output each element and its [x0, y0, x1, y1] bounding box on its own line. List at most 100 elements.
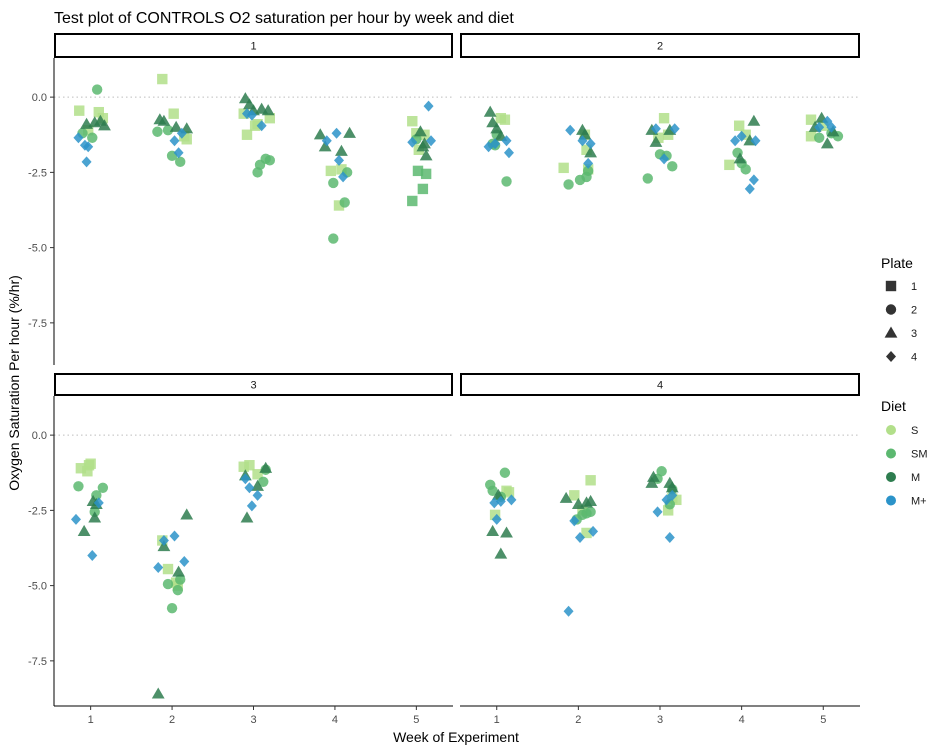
data-point [489, 509, 501, 521]
facet-strip-label: 4 [657, 380, 663, 392]
data-point [172, 565, 185, 577]
x-tick-label: 3 [250, 714, 256, 726]
data-point [162, 563, 174, 575]
x-tick-label: 5 [820, 714, 826, 726]
data-point [483, 105, 497, 117]
plate-legend-label: 4 [911, 352, 917, 364]
data-point [97, 482, 109, 493]
diet-legend-label: S [911, 425, 918, 437]
facet-strip-label: 3 [250, 380, 256, 392]
facet-panel-1: 1 0.0 -2.5 -5.0 -7.5 [28, 33, 453, 365]
x-axis-title: Week of Experiment [393, 729, 519, 745]
data-point [251, 479, 264, 491]
data-point [814, 121, 825, 133]
data-point [500, 526, 513, 538]
data-point [733, 120, 745, 131]
data-point [321, 135, 332, 147]
x-tick-label: 1 [494, 714, 500, 726]
data-point [491, 513, 502, 525]
data-point [569, 490, 580, 501]
data-point [83, 141, 94, 153]
data-point [73, 132, 84, 144]
data-point [489, 497, 500, 509]
data-point [423, 100, 434, 112]
data-point [584, 494, 598, 506]
data-point [667, 161, 678, 172]
facet-panel-2: 2 [460, 33, 860, 195]
facet-strip-label: 2 [657, 41, 663, 53]
data-point [575, 531, 585, 543]
data-point [813, 132, 825, 143]
data-point [77, 524, 91, 537]
y-tick-label: -5.0 [28, 243, 47, 255]
data-point [724, 159, 735, 171]
data-point [499, 467, 511, 478]
data-point [558, 162, 569, 174]
data-point [585, 138, 596, 150]
data-point [671, 494, 682, 506]
data-point [169, 135, 180, 147]
data-point [730, 135, 741, 147]
data-point [74, 105, 85, 116]
data-point [157, 114, 171, 126]
data-point [318, 140, 332, 152]
data-point [238, 461, 249, 472]
data-point [175, 574, 186, 585]
data-point [588, 525, 599, 537]
diet-legend-key [886, 448, 896, 459]
data-point [652, 506, 663, 518]
data-point [240, 511, 254, 523]
data-point [87, 132, 98, 143]
diet-legend-label: M [911, 472, 920, 484]
data-point [656, 466, 667, 477]
data-point [585, 506, 596, 518]
data-point [240, 473, 251, 485]
data-point [407, 195, 418, 207]
data-point [577, 135, 588, 147]
x-tick-label: 4 [739, 714, 745, 726]
data-point [744, 183, 755, 195]
data-point [175, 156, 186, 168]
data-point [665, 481, 679, 493]
data-point [339, 197, 350, 208]
data-point [93, 106, 104, 118]
y-axis-title: Oxygen Saturation Per hour (%/hr) [6, 275, 22, 491]
data-point [506, 494, 517, 506]
data-point [325, 165, 337, 177]
data-point [82, 466, 93, 477]
diet-legend-key [886, 425, 896, 435]
data-point [246, 109, 257, 121]
data-point [581, 527, 592, 539]
data-point [151, 687, 165, 699]
data-point [818, 120, 829, 131]
data-point [667, 489, 678, 501]
data-point [426, 135, 437, 147]
data-point [331, 127, 342, 139]
chart-title: Test plot of CONTROLS O2 saturation per … [54, 10, 514, 27]
plate-legend-key [885, 280, 897, 292]
data-point [495, 495, 506, 507]
diet-legend-title: Diet [881, 398, 906, 414]
data-point [333, 200, 345, 211]
data-point [647, 470, 660, 482]
data-point [252, 469, 263, 480]
data-point [336, 164, 347, 175]
data-point [748, 174, 759, 186]
data-point [669, 123, 680, 135]
data-point [252, 167, 263, 178]
data-point [747, 114, 761, 126]
data-point [258, 476, 269, 487]
data-point [75, 463, 87, 474]
y-tick-label: -5.0 [28, 581, 47, 593]
data-point [487, 485, 498, 497]
data-point [662, 505, 674, 516]
plate-legend-key [886, 351, 896, 362]
data-point [313, 128, 327, 140]
data-point [503, 487, 515, 498]
data-point [583, 157, 594, 169]
data-point [826, 121, 837, 133]
data-point [659, 153, 670, 165]
data-point [584, 146, 598, 158]
diet-legend-label: SM [911, 449, 928, 461]
data-point [563, 605, 574, 617]
